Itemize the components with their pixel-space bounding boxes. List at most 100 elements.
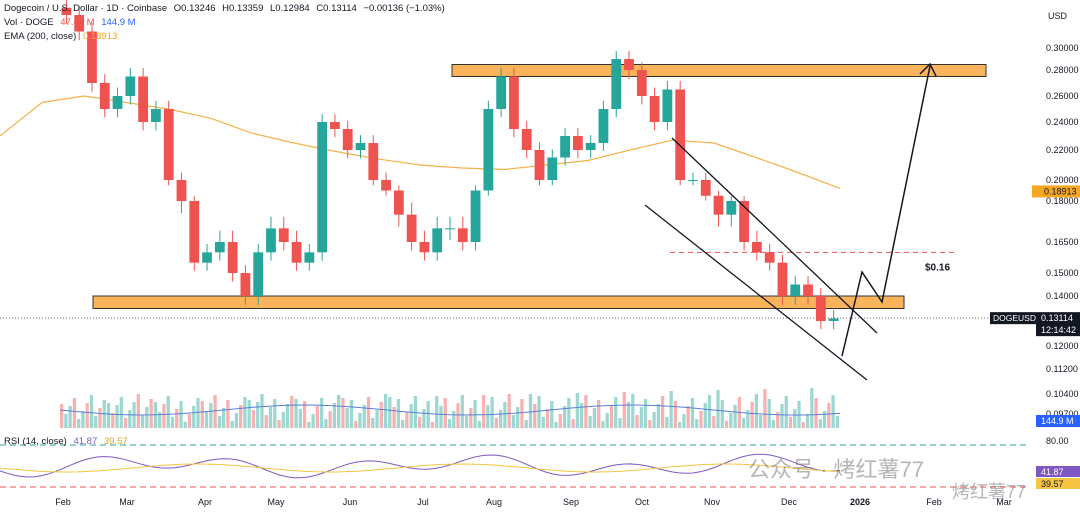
volume-bar — [746, 410, 750, 428]
candle-body — [61, 7, 72, 15]
volume-bar — [656, 404, 660, 428]
volume-bar — [409, 404, 413, 428]
volume-bar — [584, 395, 588, 428]
volume-bar — [639, 407, 643, 428]
volume-bar — [264, 415, 268, 428]
volume-bar — [597, 400, 601, 428]
x-tick-label: Feb — [926, 497, 942, 507]
y-tick-label: 0.09700 — [1046, 409, 1079, 419]
symbol-header: Dogecoin / U.S. Dollar · 1D · Coinbase O… — [4, 3, 449, 15]
candle-body — [87, 31, 97, 83]
volume-bar — [366, 397, 371, 428]
volume-bar — [217, 416, 221, 428]
volume-bar — [520, 399, 524, 428]
x-tick-label: Jun — [343, 497, 358, 507]
x-tick-label: Aug — [486, 497, 502, 507]
volume-bar — [251, 410, 256, 428]
volume-bar — [601, 421, 605, 428]
volume-bar — [750, 402, 754, 428]
volume-bar — [158, 412, 162, 428]
support-zone — [92, 295, 905, 309]
y-tick-label: 0.30000 — [1046, 43, 1079, 53]
volume-bar — [469, 408, 473, 428]
candle-body — [432, 228, 443, 253]
volume-bar — [810, 388, 814, 428]
volume-bar — [490, 397, 494, 428]
candle-body — [739, 201, 749, 242]
volume-bar — [682, 414, 686, 428]
volume-bar — [413, 396, 418, 428]
candle-body — [700, 180, 711, 196]
volume-bar — [776, 412, 780, 428]
candle-body — [611, 59, 622, 109]
volume-bar — [784, 396, 788, 428]
ema-price-badge-label: 0.18913 — [1044, 186, 1077, 196]
candle-body — [151, 109, 161, 122]
x-tick-label: Mar — [996, 497, 1012, 507]
volume-bar — [516, 407, 520, 428]
volume-bar — [720, 400, 724, 428]
volume-bar — [660, 396, 665, 428]
volume-bar — [511, 415, 516, 428]
volume-bar — [494, 418, 499, 428]
volume-value-badge — [1036, 415, 1080, 427]
volume-bar — [793, 409, 797, 428]
volume-bar — [89, 395, 94, 428]
volume-bar — [567, 398, 571, 428]
rsi-legend[interactable]: RSI (14, close) 41.87 39.57 — [4, 436, 132, 448]
volume-bar — [392, 407, 396, 428]
volume-bar — [562, 406, 567, 428]
volume-bar — [835, 416, 839, 428]
volume-bar — [315, 406, 319, 428]
candle-body — [342, 129, 353, 150]
candle-body — [624, 59, 634, 70]
symbol-title[interactable]: Dogecoin / U.S. Dollar · 1D · Coinbase — [4, 3, 168, 14]
volume-bar — [170, 417, 175, 428]
volume-bar — [626, 402, 631, 428]
x-tick-label: Mar — [119, 497, 135, 507]
volume-bar — [277, 420, 281, 428]
rsi-top-label: 80.00 — [1046, 436, 1069, 446]
candle-body — [240, 273, 251, 296]
volume-bar — [571, 419, 575, 428]
volume-bar — [580, 403, 584, 428]
y-tick-label: 0.16500 — [1046, 237, 1079, 247]
volume-legend[interactable]: Vol · DOGE 47.47 M 144.9 M — [4, 17, 140, 29]
rsi-label: RSI (14, close) — [4, 436, 67, 447]
volume-value-2: 144.9 M — [101, 17, 136, 28]
high-value: H0.13359 — [222, 3, 264, 14]
ema-legend[interactable]: EMA (200, close) 0.18913 — [4, 31, 121, 43]
volume-bar — [533, 404, 537, 428]
volume-bar — [77, 419, 81, 428]
volume-bar — [187, 414, 192, 428]
volume-bar — [507, 394, 511, 428]
candle-body — [585, 143, 596, 150]
volume-bar — [754, 394, 759, 428]
volume-bar — [234, 413, 239, 428]
volume-bar — [298, 409, 302, 428]
volume-bar — [695, 419, 699, 428]
volume-bar — [648, 420, 652, 428]
volume-bar — [209, 403, 213, 428]
x-tick-label: 2026 — [850, 497, 870, 507]
rsi-value-2: 39.57 — [103, 436, 128, 447]
volume-bar — [230, 421, 234, 428]
candle-body — [547, 157, 558, 180]
x-tick-label: May — [267, 497, 285, 507]
volume-bar — [273, 399, 277, 428]
volume-bar — [379, 402, 383, 428]
volume-bar — [349, 400, 354, 428]
volume-bar — [831, 395, 835, 428]
price-symbol-badge — [990, 312, 1036, 325]
volume-bar — [447, 419, 452, 428]
volume-bar — [503, 402, 507, 428]
volume-bar — [575, 393, 579, 428]
volume-bar — [733, 405, 737, 428]
volume-bar — [631, 394, 635, 428]
volume-bar — [328, 411, 332, 428]
candle-body — [381, 180, 391, 191]
volume-bar — [400, 420, 405, 428]
candle-body — [266, 228, 276, 253]
